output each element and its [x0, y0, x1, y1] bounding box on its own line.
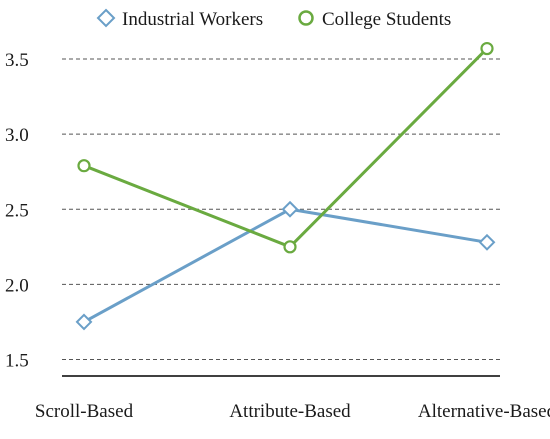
legend-marker-diamond-icon [96, 8, 116, 28]
y-tick-label: 1.5 [5, 350, 29, 371]
legend-marker-circle-icon [298, 10, 314, 26]
y-axis-tick-labels: 1.5 2.0 2.5 3.0 3.5 [5, 50, 29, 371]
x-axis-category-labels: Scroll-Based Attribute-Based Alternative-B… [35, 401, 550, 422]
x-category-label: Alternative-Based [418, 401, 550, 422]
series-layer [75, 41, 496, 331]
series-line [83, 47, 489, 249]
series-0 [75, 200, 496, 331]
series-line [83, 207, 488, 324]
data-point [77, 159, 91, 173]
legend-label: Industrial Workers [122, 9, 263, 30]
x-category-label: Scroll-Based [35, 401, 134, 422]
data-point [75, 313, 93, 331]
gridlines [62, 58, 500, 360]
x-category-label: Attribute-Based [229, 401, 351, 422]
legend-item: College Students [298, 9, 451, 30]
y-tick-label: 2.0 [5, 275, 29, 296]
y-tick-label: 3.0 [5, 125, 29, 146]
y-tick-label: 3.5 [5, 50, 29, 71]
data-point [478, 233, 496, 251]
data-point [480, 41, 494, 56]
series-1 [77, 41, 494, 254]
y-tick-label: 2.5 [5, 200, 29, 221]
legend: Industrial Workers College Students [96, 8, 451, 30]
legend-label: College Students [322, 9, 451, 30]
data-point [281, 200, 299, 218]
data-point [283, 240, 297, 254]
legend-item: Industrial Workers [96, 8, 263, 30]
